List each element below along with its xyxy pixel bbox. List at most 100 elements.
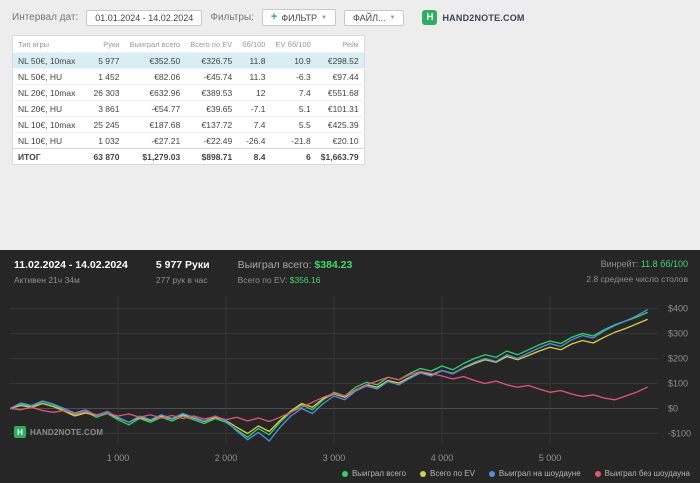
legend-label: Выиграл всего	[351, 469, 407, 478]
cell-bb100: -26.4	[237, 132, 271, 149]
hand2note-icon: H	[14, 426, 26, 438]
svg-text:$0: $0	[668, 404, 678, 414]
date-range-input[interactable]: 01.01.2024 - 14.02.2024	[86, 9, 203, 26]
ev-total-value: $356.16	[289, 275, 321, 285]
cell-won: €82.06	[124, 68, 186, 85]
col-game-type[interactable]: Тип игры	[18, 40, 50, 49]
chevron-down-icon: ▼	[321, 14, 327, 21]
stats-panel: 11.02.2024 - 14.02.2024 Активен 21ч 34м …	[0, 250, 700, 483]
cell-ev-bb100: 5.1	[270, 100, 316, 117]
header-logo-text: HAND2NOTE.COM	[442, 12, 525, 23]
cell-ev-bb100: 5.5	[270, 116, 316, 133]
chart-svg[interactable]: $400 $300 $200 $100 $0 -$100 1 000 2 000 3 000 4 …	[9, 292, 700, 464]
svg-text:$300: $300	[668, 329, 688, 339]
legend-item-won-total[interactable]: Выиграл всего	[341, 469, 407, 478]
legend-item-ev[interactable]: Всего по EV	[420, 469, 475, 478]
cell-won: €352.50	[124, 52, 186, 69]
winnings-chart: $400 $300 $200 $100 $0 -$100 1 000 2 000 3 000 4 …	[9, 292, 700, 469]
cell-ev-bb100: 10.9	[270, 52, 316, 69]
legend-label: Выиграл на шоудауне	[498, 469, 581, 478]
col-ev-total[interactable]: Всего по EV	[190, 40, 233, 49]
chart-date-range: 11.02.2024 - 14.02.2024	[14, 259, 128, 271]
table-row[interactable]: NL 50€, HU 1 452 €82.06 -€45.74 11.3 -6.…	[12, 68, 365, 85]
cell-rake: €551.68	[315, 84, 365, 101]
table-row-total[interactable]: ИТОГ 63 870 $1,279.03 $898.71 8.4 6 $1,6…	[12, 148, 365, 165]
file-button[interactable]: ФАЙЛ... ▼	[344, 9, 405, 26]
chevron-down-icon: ▼	[389, 14, 396, 21]
cell-won: €632.96	[124, 84, 186, 101]
legend-item-non-showdown[interactable]: Выиграл без шоудауна	[594, 469, 690, 478]
cell-game-type: NL 20€, HU	[12, 100, 89, 117]
cell-ev: €389.53	[185, 84, 238, 101]
table-row[interactable]: NL 10€, 10max 25 245 €187.68 €137.72 7.4…	[12, 116, 365, 133]
cell-rake: €101.31	[315, 100, 365, 117]
legend-item-showdown[interactable]: Выиграл на шоудауне	[488, 469, 581, 478]
cell-bb100: 7.4	[237, 116, 271, 133]
legend-dot-pink	[594, 470, 601, 477]
col-hands[interactable]: Руки	[103, 40, 120, 49]
cell-bb100: 8.4	[237, 148, 271, 165]
cell-won: €187.68	[124, 116, 186, 133]
table-row[interactable]: NL 10€, HU 1 032 -€27.21 -€22.49 -26.4 -…	[12, 132, 365, 149]
won-total-value: $384.23	[314, 259, 353, 271]
legend-label: Выиграл без шоудауна	[604, 469, 690, 478]
cell-hands: 26 303	[88, 84, 125, 101]
games-table: Тип игры Руки Выиграл всего Всего по EV …	[12, 35, 365, 165]
svg-text:$400: $400	[668, 304, 688, 314]
winrate-value: 11.8 бб/100	[640, 259, 688, 269]
cell-game-type: NL 50€, HU	[12, 68, 89, 85]
date-range-value: 01.01.2024 - 14.02.2024	[95, 12, 194, 23]
legend-dot-yellow	[420, 470, 427, 477]
svg-text:$200: $200	[668, 354, 688, 364]
add-filter-button[interactable]: + ФИЛЬТР ▼	[261, 9, 336, 26]
cell-won: -€27.21	[124, 132, 186, 149]
col-won-total[interactable]: Выиграл всего	[129, 40, 181, 49]
cell-hands: 25 245	[88, 116, 125, 133]
cell-ev: €39.65	[185, 100, 238, 117]
cell-bb100: 11.3	[237, 68, 271, 85]
panel-header: 11.02.2024 - 14.02.2024 Активен 21ч 34м …	[0, 250, 700, 285]
legend-dot-green	[341, 470, 348, 477]
cell-rake: $1,663.79	[315, 148, 365, 165]
date-interval-label: Интервал дат:	[12, 12, 79, 23]
cell-ev-bb100: -21.8	[270, 132, 316, 149]
cell-rake: €298.52	[315, 52, 365, 69]
chart-legend: Выиграл всего Всего по EV Выиграл на шоу…	[341, 469, 690, 478]
table-header-row: Тип игры Руки Выиграл всего Всего по EV …	[13, 36, 365, 53]
cell-hands: 3 861	[88, 100, 125, 117]
svg-text:4 000: 4 000	[431, 453, 454, 463]
hand2note-icon: H	[422, 10, 438, 25]
svg-text:-$100: -$100	[668, 429, 691, 439]
col-ev-bb100[interactable]: EV бб/100	[275, 40, 311, 49]
cell-ev: €326.75	[185, 52, 238, 69]
header-logo: H HAND2NOTE.COM	[422, 10, 524, 25]
svg-text:$100: $100	[668, 379, 688, 389]
winrate-label: Винрейт:	[600, 259, 639, 269]
cell-ev-bb100: 7.4	[270, 84, 316, 101]
cell-ev-bb100: 6	[270, 148, 316, 165]
cell-hands: 63 870	[88, 148, 125, 165]
cell-rake: €20.10	[315, 132, 365, 149]
cell-ev: -€22.49	[185, 132, 238, 149]
col-bb100[interactable]: бб/100	[242, 40, 266, 49]
cell-game-type: NL 20€, 10max	[12, 84, 89, 101]
cell-won: $1,279.03	[124, 148, 186, 165]
table-row[interactable]: NL 50€, 10max 5 977 €352.50 €326.75 11.8…	[12, 52, 365, 69]
legend-dot-blue	[488, 470, 495, 477]
table-row[interactable]: NL 20€, HU 3 861 -€54.77 €39.65 -7.1 5.1…	[12, 100, 365, 117]
filters-label: Фильтры:	[210, 12, 254, 23]
cell-game-type: NL 50€, 10max	[12, 52, 89, 69]
cell-hands: 1 032	[88, 132, 125, 149]
panel-logo-text: HAND2NOTE.COM	[30, 427, 104, 437]
cell-ev: -€45.74	[185, 68, 238, 85]
table-row[interactable]: NL 20€, 10max 26 303 €632.96 €389.53 12 …	[12, 84, 365, 101]
file-button-label: ФАЙЛ...	[353, 12, 386, 23]
toolbar: Интервал дат: 01.01.2024 - 14.02.2024 Фи…	[0, 0, 700, 31]
hands-per-hour: 277 рук в час	[155, 275, 208, 285]
svg-text:5 000: 5 000	[539, 453, 562, 463]
plus-icon: +	[270, 11, 278, 23]
col-rake[interactable]: Рейк	[342, 40, 359, 49]
panel-logo: H HAND2NOTE.COM	[14, 426, 103, 438]
svg-text:1 000: 1 000	[107, 453, 130, 463]
cell-game-type: ИТОГ	[12, 148, 89, 165]
